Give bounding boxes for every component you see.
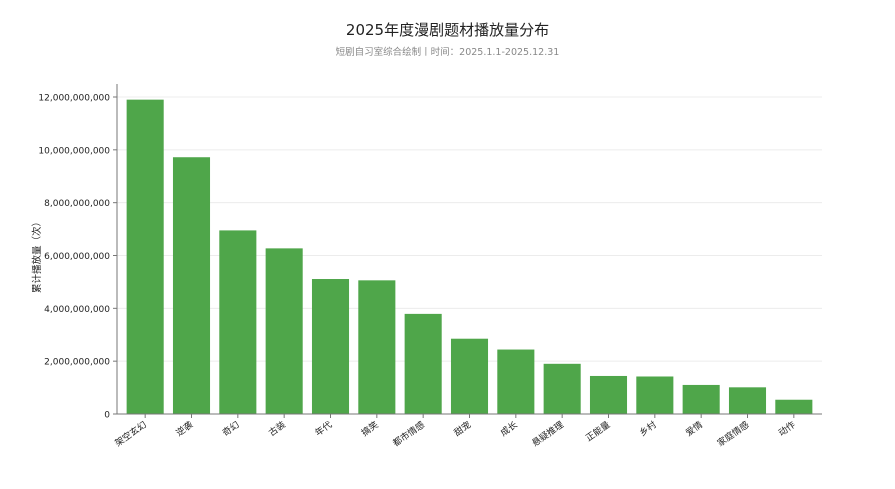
bar bbox=[497, 349, 535, 414]
bar bbox=[404, 313, 442, 414]
bar bbox=[728, 387, 767, 414]
y-tick-label: 6,000,000,000 bbox=[44, 252, 110, 262]
x-tick-label: 年代 bbox=[313, 419, 335, 439]
bar bbox=[358, 280, 396, 414]
x-tick-label: 逆袭 bbox=[174, 419, 196, 439]
bar bbox=[636, 376, 674, 414]
bar bbox=[450, 338, 489, 414]
x-tick-label: 动作 bbox=[776, 419, 798, 439]
chart-title: 2025年度漫剧题材播放量分布 bbox=[345, 21, 550, 39]
x-tick-label: 家庭情感 bbox=[715, 419, 751, 449]
bar bbox=[589, 375, 628, 414]
x-tick-label: 搞笑 bbox=[359, 419, 381, 439]
bar bbox=[265, 248, 303, 414]
y-tick-label: 12,000,000,000 bbox=[38, 94, 110, 104]
x-tick-label: 都市情感 bbox=[391, 419, 427, 449]
bar bbox=[219, 230, 257, 414]
x-tick-label: 成长 bbox=[498, 419, 520, 439]
x-tick-label: 正能量 bbox=[583, 419, 612, 444]
x-tick-label: 甜宠 bbox=[452, 419, 474, 439]
x-tick-label: 乡村 bbox=[637, 419, 659, 439]
y-tick-label: 0 bbox=[104, 411, 110, 421]
bar bbox=[543, 363, 581, 414]
x-tick-label: 奇幻 bbox=[220, 419, 242, 439]
bar bbox=[126, 99, 164, 415]
y-tick-label: 10,000,000,000 bbox=[38, 146, 110, 156]
y-tick-label: 4,000,000,000 bbox=[44, 305, 110, 315]
chart-subtitle: 短剧自习室综合绘制丨时间：2025.1.1-2025.12.31 bbox=[335, 47, 560, 58]
x-tick-label: 架空玄幻 bbox=[113, 419, 149, 449]
x-tick-label: 古装 bbox=[266, 419, 288, 439]
y-tick-label: 8,000,000,000 bbox=[44, 199, 110, 209]
x-tick-label: 爱情 bbox=[683, 419, 705, 439]
bar bbox=[775, 399, 813, 414]
y-tick-label: 2,000,000,000 bbox=[44, 358, 110, 368]
bar bbox=[682, 384, 720, 414]
bar bbox=[172, 157, 211, 415]
bar bbox=[311, 279, 350, 414]
x-tick-label: 悬疑推理 bbox=[530, 419, 566, 449]
